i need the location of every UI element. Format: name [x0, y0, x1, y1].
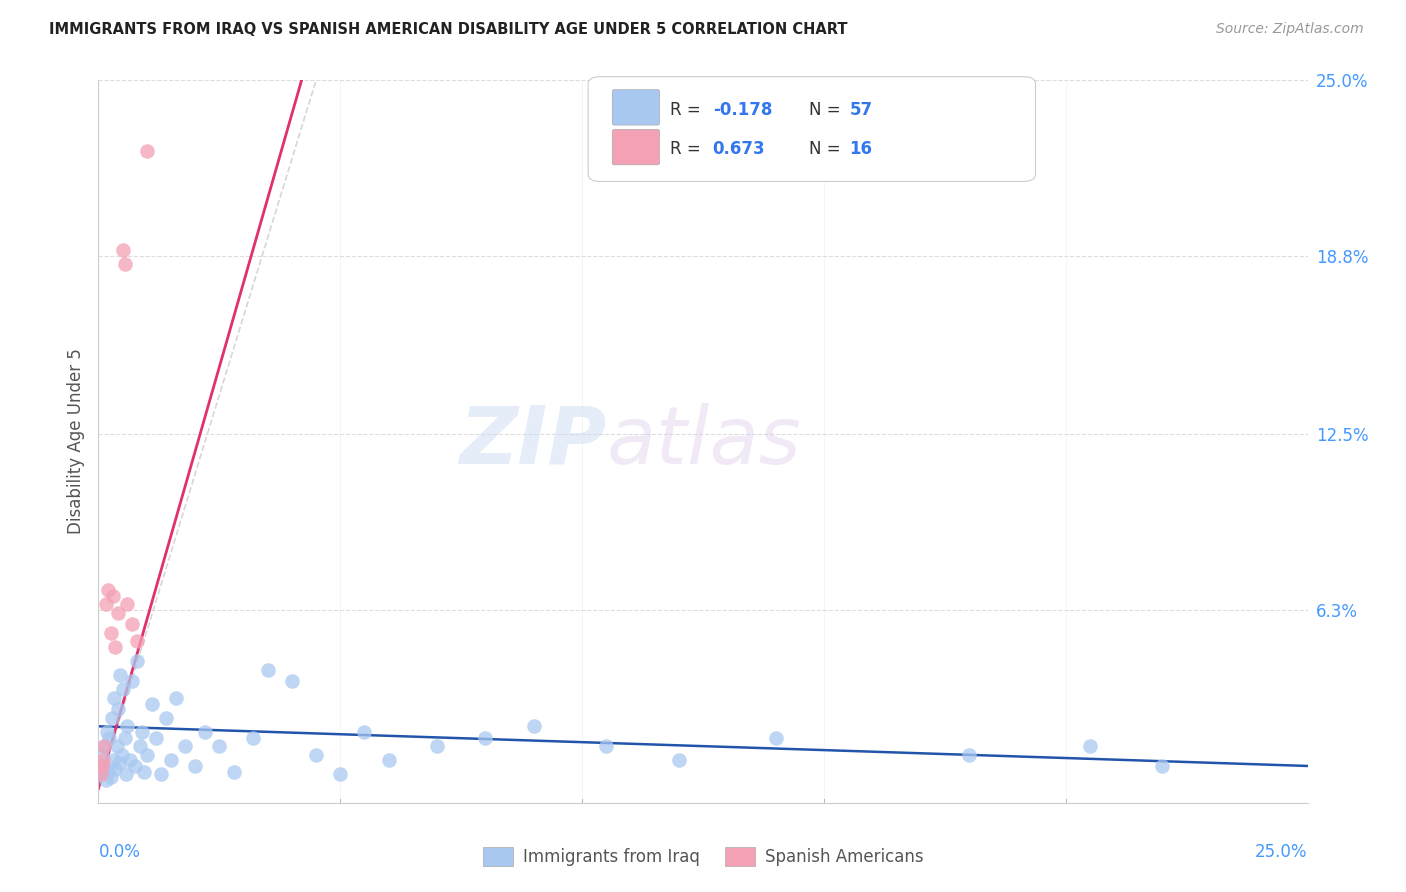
- Point: [114, 257, 136, 271]
- Point: [115, 767, 138, 781]
- Text: ZIP: ZIP: [458, 402, 606, 481]
- Point: [107, 702, 129, 716]
- Point: [135, 747, 157, 762]
- Point: [94, 598, 117, 612]
- Point: [329, 767, 352, 781]
- Point: [124, 759, 146, 773]
- Text: 16: 16: [849, 140, 872, 158]
- Point: [305, 747, 328, 762]
- FancyBboxPatch shape: [613, 129, 659, 165]
- Point: [127, 654, 149, 668]
- Point: [118, 753, 141, 767]
- Point: [91, 759, 114, 773]
- Point: [104, 762, 127, 776]
- Point: [111, 244, 134, 258]
- Point: [145, 731, 167, 745]
- Point: [141, 697, 163, 711]
- Point: [104, 640, 127, 654]
- Point: [97, 583, 120, 598]
- Y-axis label: Disability Age Under 5: Disability Age Under 5: [66, 349, 84, 534]
- Point: [523, 719, 546, 733]
- Point: [98, 731, 121, 745]
- Point: [91, 753, 114, 767]
- Point: [174, 739, 197, 753]
- Point: [208, 739, 231, 753]
- Point: [101, 753, 124, 767]
- FancyBboxPatch shape: [613, 90, 659, 125]
- Point: [105, 739, 128, 753]
- Point: [117, 598, 139, 612]
- Point: [131, 725, 153, 739]
- Point: [111, 747, 134, 762]
- Point: [150, 767, 173, 781]
- Point: [128, 739, 150, 753]
- Point: [474, 731, 496, 745]
- Point: [668, 753, 690, 767]
- Point: [957, 747, 980, 762]
- Point: [114, 731, 136, 745]
- Point: [101, 589, 124, 603]
- Point: [127, 634, 149, 648]
- Point: [100, 770, 122, 784]
- Text: N =: N =: [810, 101, 846, 119]
- Point: [184, 759, 207, 773]
- Text: R =: R =: [671, 101, 706, 119]
- Point: [1152, 759, 1174, 773]
- Point: [107, 756, 129, 771]
- Text: 25.0%: 25.0%: [1256, 843, 1308, 861]
- Point: [91, 759, 114, 773]
- Point: [90, 767, 112, 781]
- Point: [426, 739, 449, 753]
- Point: [93, 739, 115, 753]
- FancyBboxPatch shape: [588, 77, 1035, 181]
- Point: [97, 764, 120, 779]
- Point: [242, 731, 264, 745]
- Point: [101, 711, 124, 725]
- Point: [377, 753, 399, 767]
- Point: [121, 617, 143, 632]
- Point: [94, 773, 117, 788]
- Point: [194, 725, 217, 739]
- Text: IMMIGRANTS FROM IRAQ VS SPANISH AMERICAN DISABILITY AGE UNDER 5 CORRELATION CHAR: IMMIGRANTS FROM IRAQ VS SPANISH AMERICAN…: [49, 22, 848, 37]
- Text: Source: ZipAtlas.com: Source: ZipAtlas.com: [1216, 22, 1364, 37]
- Text: -0.178: -0.178: [713, 101, 772, 119]
- Point: [121, 673, 143, 688]
- Text: atlas: atlas: [606, 402, 801, 481]
- Point: [134, 764, 156, 779]
- Point: [256, 663, 278, 677]
- Point: [96, 725, 118, 739]
- Point: [93, 739, 115, 753]
- Point: [135, 144, 157, 158]
- Point: [595, 739, 617, 753]
- Point: [353, 725, 375, 739]
- Text: 57: 57: [849, 101, 873, 119]
- Legend: Immigrants from Iraq, Spanish Americans: Immigrants from Iraq, Spanish Americans: [477, 840, 929, 873]
- Text: N =: N =: [810, 140, 846, 158]
- Text: 0.673: 0.673: [713, 140, 765, 158]
- Point: [765, 731, 787, 745]
- Point: [155, 711, 177, 725]
- Text: R =: R =: [671, 140, 706, 158]
- Point: [111, 682, 134, 697]
- Point: [1078, 739, 1101, 753]
- Text: 0.0%: 0.0%: [98, 843, 141, 861]
- Point: [107, 606, 129, 620]
- Point: [165, 690, 187, 705]
- Point: [117, 719, 139, 733]
- Point: [160, 753, 183, 767]
- Point: [91, 747, 114, 762]
- Point: [100, 625, 122, 640]
- Point: [103, 690, 125, 705]
- Point: [108, 668, 131, 682]
- Point: [90, 767, 112, 781]
- Point: [281, 673, 304, 688]
- Point: [222, 764, 245, 779]
